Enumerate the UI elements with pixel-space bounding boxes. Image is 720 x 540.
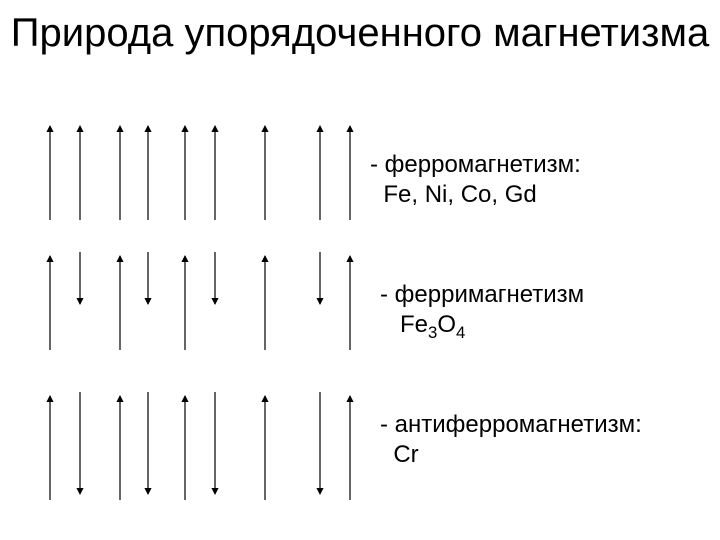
antiferromagnetism-line2: Cr bbox=[393, 441, 418, 468]
antiferromagnetism-diagram bbox=[40, 390, 360, 504]
ferromagnetism-line2: Fe, Ni, Co, Gd bbox=[383, 181, 536, 208]
ferri-formula-sub2: 4 bbox=[456, 323, 465, 342]
ferrimagnetism-label: - ферримагнетизм Fe3O4 bbox=[380, 280, 584, 344]
ferromagnetism-line1: - ферромагнетизм: bbox=[370, 151, 581, 178]
ferromagnetism-label: - ферромагнетизм: Fe, Ni, Co, Gd bbox=[370, 150, 581, 210]
ferri-formula-mid: O bbox=[437, 311, 456, 338]
antiferromagnetism-label: - антиферромагнетизм: Cr bbox=[380, 410, 642, 470]
ferri-formula-sub1: 3 bbox=[428, 323, 437, 342]
slide: Природа упорядоченного магнетизма - ферр… bbox=[0, 0, 720, 540]
ferrimagnetism-line1: - ферримагнетизм bbox=[380, 281, 584, 308]
antiferromagnetism-line1: - антиферромагнетизм: bbox=[380, 411, 642, 438]
ferri-formula-prefix: Fe bbox=[400, 311, 428, 338]
page-title: Природа упорядоченного магнетизма bbox=[0, 10, 720, 56]
ferrimagnetism-diagram bbox=[40, 250, 360, 354]
ferromagnetism-diagram bbox=[40, 120, 360, 224]
